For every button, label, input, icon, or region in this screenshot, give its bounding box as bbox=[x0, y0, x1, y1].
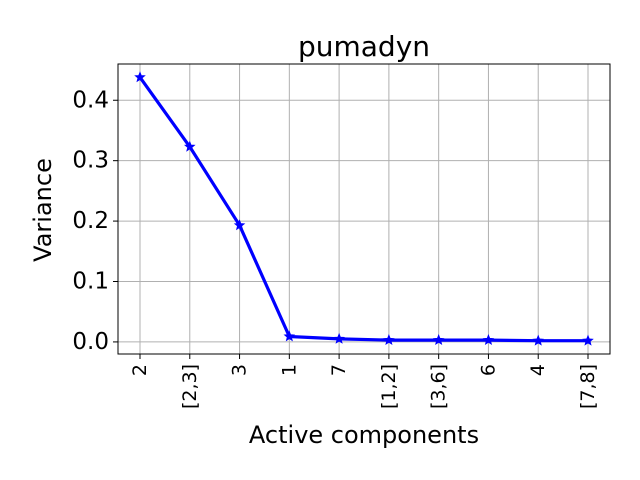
data-point-marker bbox=[183, 140, 196, 152]
series-layer bbox=[134, 71, 594, 346]
y-tick-label: 0.3 bbox=[72, 148, 109, 174]
x-tick-label: 2 bbox=[129, 364, 151, 376]
x-tick-label: [3,6] bbox=[428, 364, 450, 409]
data-point-marker bbox=[482, 334, 495, 346]
x-tick-label: [7,8] bbox=[577, 364, 599, 409]
data-point-marker bbox=[233, 219, 246, 231]
y-tick-label: 0.4 bbox=[72, 87, 109, 113]
ticks-layer: 2 [2,3] 3 1 7 [1,2] [3,6] 6 4 [7,8] 0.0 0.1 0.2 0.3 0.… bbox=[72, 87, 599, 409]
data-point-marker bbox=[532, 334, 545, 346]
y-axis-label: Variance bbox=[29, 158, 57, 262]
x-tick-label: 1 bbox=[278, 364, 300, 376]
x-tick-label: 4 bbox=[527, 364, 549, 376]
data-point-marker bbox=[383, 334, 395, 346]
data-point-marker bbox=[432, 334, 445, 346]
y-tick-label: 0.1 bbox=[72, 269, 109, 295]
x-tick-label: [1,2] bbox=[378, 364, 400, 409]
y-tick-label: 0.2 bbox=[72, 208, 109, 234]
x-tick-label: [2,3] bbox=[179, 364, 201, 409]
x-tick-label: 3 bbox=[229, 364, 251, 376]
data-point-marker bbox=[582, 334, 594, 346]
plot-frame bbox=[117, 63, 611, 355]
chart-title: pumadyn bbox=[298, 30, 430, 63]
grid-layer bbox=[118, 64, 610, 354]
data-point-marker bbox=[134, 71, 146, 83]
series-line bbox=[138, 75, 590, 343]
data-point-marker bbox=[283, 330, 296, 342]
y-tick-label: 0.0 bbox=[72, 329, 109, 355]
x-tick-label: 7 bbox=[328, 364, 350, 376]
x-axis-label: Active components bbox=[249, 421, 479, 449]
x-tick-label: 6 bbox=[477, 364, 499, 376]
data-point-marker bbox=[333, 332, 345, 344]
